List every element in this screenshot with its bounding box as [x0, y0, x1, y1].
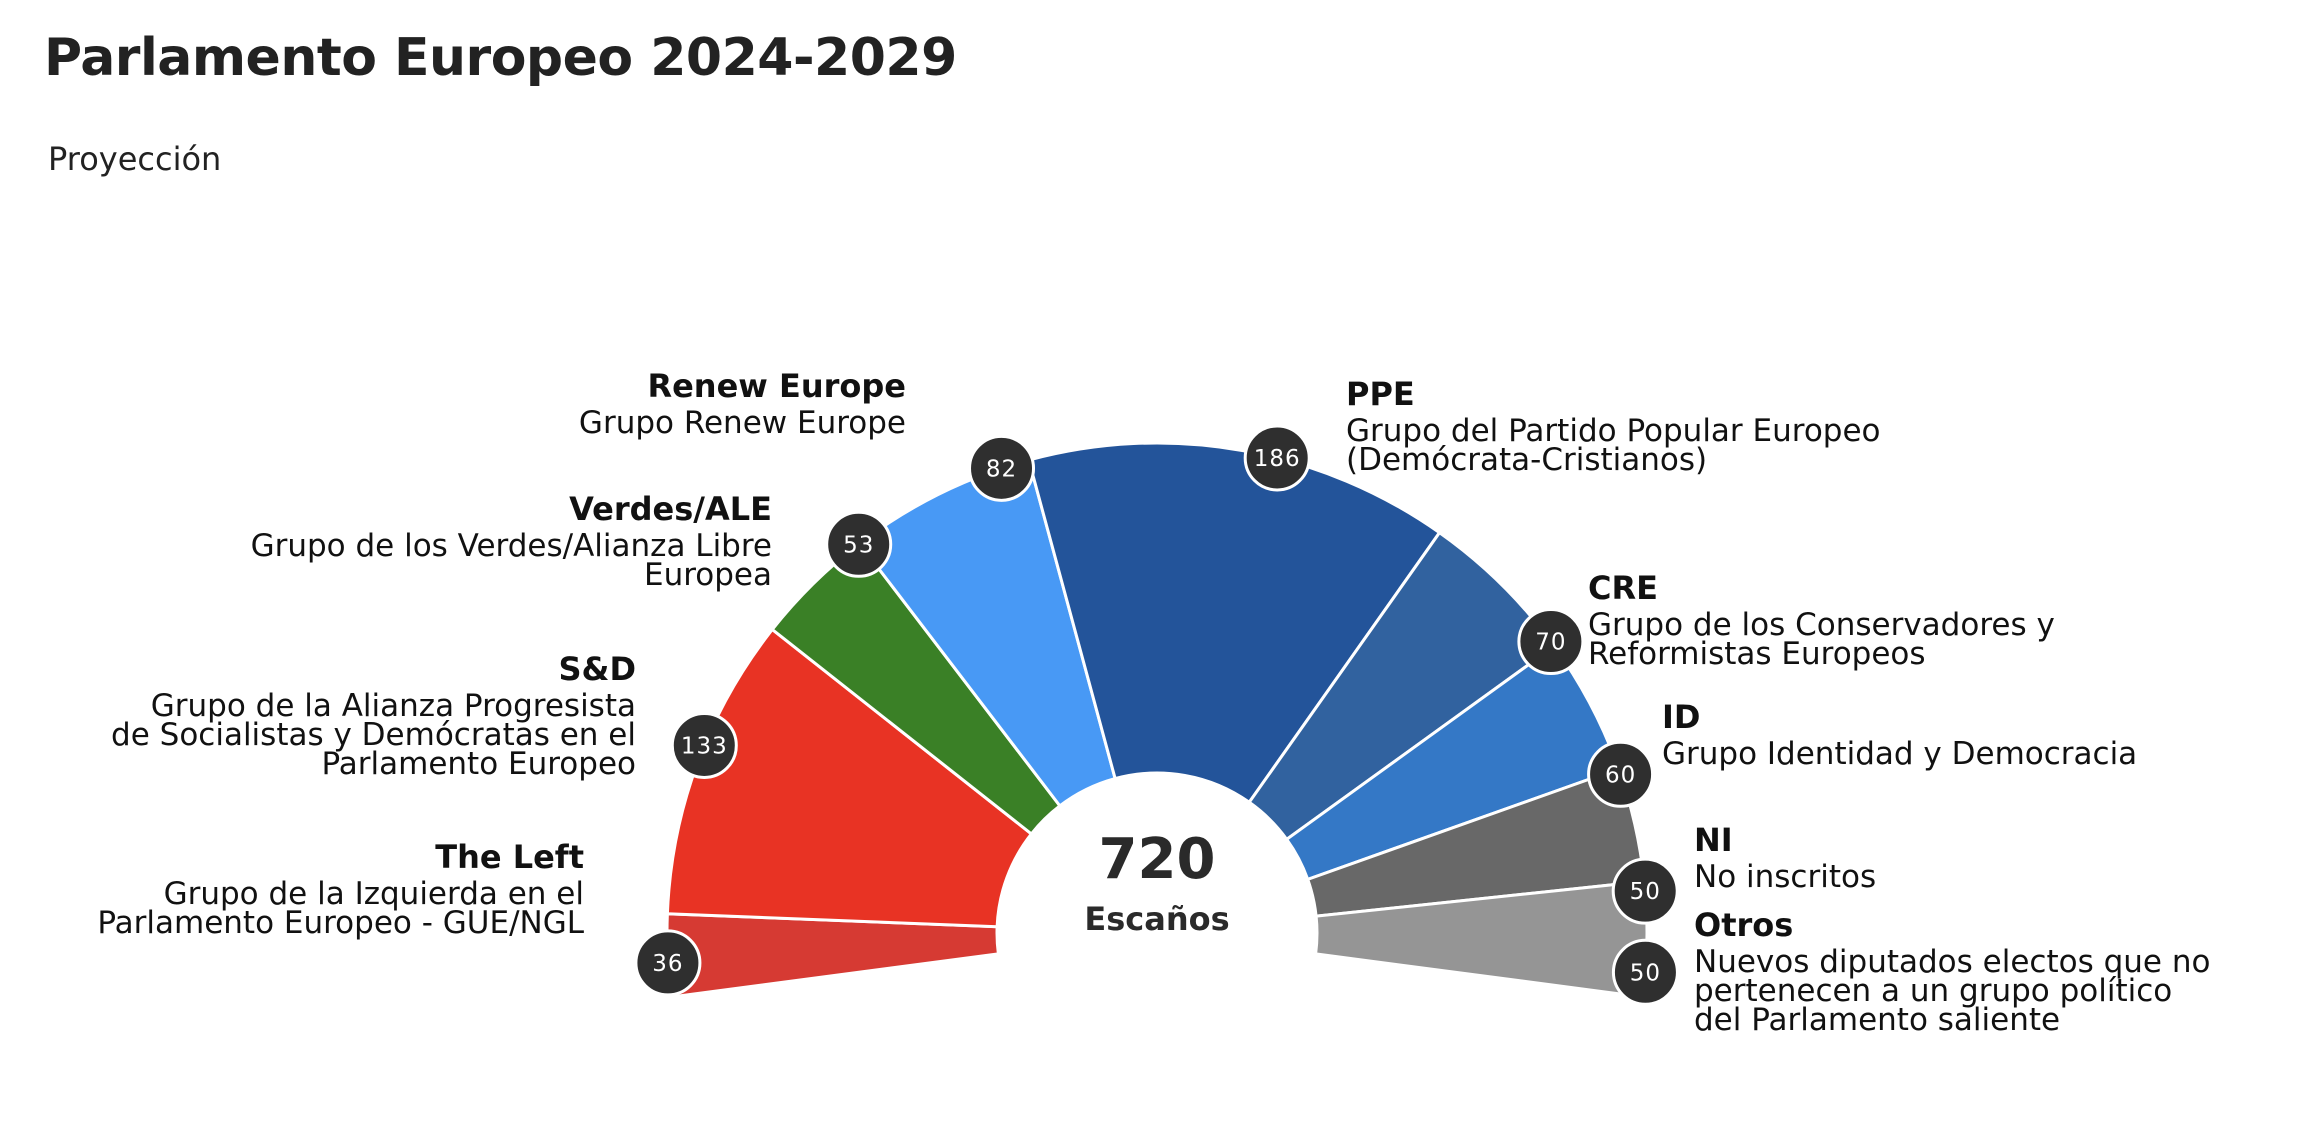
badge-value-cre: 70 — [1535, 630, 1566, 656]
badge-circle-id — [1587, 740, 1655, 808]
label-desc-the-left: Grupo de la Izquierda en el — [164, 876, 584, 912]
label-desc-the-left: Parlamento Europeo - GUE/NGL — [97, 905, 584, 941]
chart-title: Parlamento Europeo 2024-2029 — [44, 28, 957, 88]
segment-ppe — [1026, 441, 1442, 805]
label-desc-ppe: Grupo del Partido Popular Europeo — [1346, 413, 1881, 449]
badge-circle-ni — [1611, 857, 1679, 925]
badge-value-ni: 50 — [1630, 879, 1661, 905]
badge-circle-sd — [670, 711, 738, 779]
badge-cre: 70 — [1517, 608, 1585, 676]
label-desc-otros: Nuevos diputados electos que no — [1694, 944, 2210, 980]
badge-otros: 50 — [1611, 938, 1679, 1006]
badge-circle-renew-europe — [968, 434, 1036, 502]
badge-circle-otros — [1611, 938, 1679, 1006]
badge-verdes-ale: 53 — [825, 510, 893, 578]
badge-id: 60 — [1587, 740, 1655, 808]
badge-value-verdes-ale: 53 — [843, 532, 874, 558]
badge-sd: 133 — [670, 711, 738, 779]
label-desc-verdes-ale: Europea — [644, 557, 772, 593]
badge-the-left: 36 — [634, 929, 702, 997]
label-name-renew-europe: Renew Europe — [647, 367, 906, 405]
label-desc-otros: del Parlamento saliente — [1694, 1002, 2060, 1038]
label-desc-renew-europe: Grupo Renew Europe — [579, 405, 906, 441]
badge-renew-europe: 82 — [968, 434, 1036, 502]
label-desc-cre: Grupo de los Conservadores y — [1588, 607, 2055, 643]
badge-circle-cre — [1517, 608, 1585, 676]
seat-badges: 36 133 53 82 186 70 60 50 50 — [634, 424, 1679, 1006]
label-desc-sd: de Socialistas y Demócratas en el — [111, 717, 636, 753]
segment-sd — [665, 627, 1034, 929]
badge-circle-verdes-ale — [825, 510, 893, 578]
label-desc-otros: pertenecen a un grupo político — [1694, 973, 2172, 1009]
badge-value-the-left: 36 — [652, 951, 683, 977]
badge-value-sd: 133 — [681, 733, 728, 759]
total-seats-value: 720 — [1099, 827, 1216, 892]
badge-value-id: 60 — [1605, 762, 1636, 788]
badge-value-otros: 50 — [1630, 960, 1661, 986]
label-name-cre: CRE — [1588, 569, 1658, 607]
total-seats-label: Escaños — [1084, 900, 1229, 938]
badge-circle-the-left — [634, 929, 702, 997]
label-name-the-left: The Left — [435, 838, 584, 876]
label-name-verdes-ale: Verdes/ALE — [569, 490, 772, 528]
badge-value-renew-europe: 82 — [986, 456, 1017, 482]
label-desc-ni: No inscritos — [1694, 859, 1876, 895]
label-name-sd: S&D — [558, 650, 636, 688]
badge-ni: 50 — [1611, 857, 1679, 925]
label-desc-verdes-ale: Grupo de los Verdes/Alianza Libre — [251, 528, 772, 564]
badge-value-ppe: 186 — [1254, 446, 1301, 472]
label-desc-sd: Parlamento Europeo — [321, 746, 636, 782]
label-desc-id: Grupo Identidad y Democracia — [1662, 736, 2137, 772]
label-name-ni: NI — [1694, 821, 1733, 859]
label-name-id: ID — [1662, 698, 1700, 736]
chart-subtitle: Proyección — [48, 140, 222, 178]
label-desc-sd: Grupo de la Alianza Progresista — [151, 688, 636, 724]
badge-circle-ppe — [1243, 424, 1311, 492]
label-name-ppe: PPE — [1346, 375, 1415, 413]
label-desc-cre: Reformistas Europeos — [1588, 636, 1926, 672]
label-name-otros: Otros — [1694, 906, 1793, 944]
label-desc-ppe: (Demócrata-Cristianos) — [1346, 442, 1707, 478]
badge-ppe: 186 — [1243, 424, 1311, 492]
